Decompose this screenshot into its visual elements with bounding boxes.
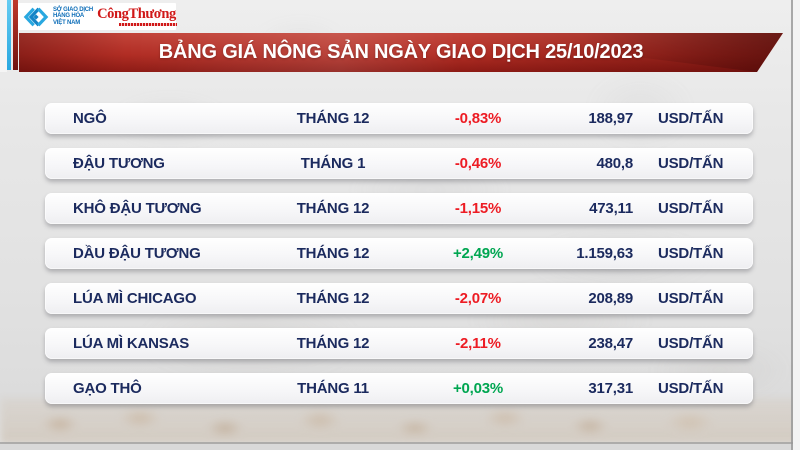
commodity-name: LÚA MÌ CHICAGO <box>73 290 197 307</box>
percent-change: -2,11% <box>455 335 501 352</box>
contract-month: THÁNG 1 <box>300 155 366 172</box>
commodity-name: DẦU ĐẬU TƯƠNG <box>73 245 201 262</box>
price-unit: USD/TẤN <box>658 380 724 397</box>
mxv-logo-line2: HÀNG HÓA <box>53 13 85 20</box>
price-value: 473,11 <box>589 200 633 217</box>
congthuong-newspaper-logo: CôngThương <box>97 6 178 26</box>
page-title: BẢNG GIÁ NÔNG SẢN NGÀY GIAO DỊCH 25/10/2… <box>158 41 644 63</box>
price-value: 317,31 <box>588 380 633 397</box>
price-unit: USD/TẤN <box>658 110 724 127</box>
commodity-name: NGÔ <box>73 110 107 127</box>
mxv-logo-line3: VIỆT NAM <box>53 19 81 26</box>
percent-change: -2,07% <box>454 290 502 307</box>
mxv-exchange-logo: SỞ GIAO DỊCH HÀNG HÓA VIỆT NAM <box>22 6 93 28</box>
price-unit: USD/TẤN <box>658 290 724 307</box>
congthuong-wordmark: CôngThương <box>97 6 176 23</box>
mxv-logo-text: SỞ GIAO DỊCH HÀNG HÓA VIỆT NAM <box>53 7 93 26</box>
price-table: NGÔ THÁNG 12 -0,83% 188,97 USD/TẤN ĐẬU T… <box>45 103 753 418</box>
contract-month: THÁNG 12 <box>296 335 370 352</box>
price-value: 188,97 <box>588 110 633 127</box>
background-grain-photo <box>0 398 800 444</box>
table-row: LÚA MÌ CHICAGO THÁNG 12 -2,07% 208,89 US… <box>45 283 753 314</box>
mxv-chevrons-icon <box>23 7 49 26</box>
right-border-line <box>791 0 793 450</box>
percent-change: +2,49% <box>452 245 504 262</box>
price-value: 208,89 <box>588 290 633 307</box>
mxv-logo-line1: SỞ GIAO DỊCH <box>53 6 94 13</box>
left-accent-stripe-red <box>13 0 18 70</box>
percent-change: +0,03% <box>452 380 504 397</box>
percent-change: -0,46% <box>454 155 502 172</box>
price-value: 1.159,63 <box>576 245 633 262</box>
bottom-margin-strip <box>0 444 800 450</box>
percent-change: -0,83% <box>454 110 502 127</box>
contract-month: THÁNG 12 <box>296 200 370 217</box>
price-unit: USD/TẤN <box>658 200 724 217</box>
commodity-name: LÚA MÌ KANSAS <box>73 335 190 352</box>
price-value: 480,8 <box>596 155 633 172</box>
commodity-name: GẠO THÔ <box>73 380 142 397</box>
table-row: LÚA MÌ KANSAS THÁNG 12 -2,11% 238,47 USD… <box>45 328 753 359</box>
congthuong-tagline-bar <box>119 22 178 26</box>
table-row: ĐẬU TƯƠNG THÁNG 1 -0,46% 480,8 USD/TẤN <box>45 148 753 179</box>
price-unit: USD/TẤN <box>658 155 724 172</box>
table-row: KHÔ ĐẬU TƯƠNG THÁNG 12 -1,15% 473,11 USD… <box>45 193 753 224</box>
contract-month: THÁNG 12 <box>296 245 370 262</box>
contract-month: THÁNG 12 <box>296 290 370 307</box>
price-value: 238,47 <box>588 335 633 352</box>
table-row: DẦU ĐẬU TƯƠNG THÁNG 12 +2,49% 1.159,63 U… <box>45 238 753 269</box>
commodity-name: KHÔ ĐẬU TƯƠNG <box>73 200 202 217</box>
right-margin-strip <box>793 0 800 450</box>
commodity-name: ĐẬU TƯƠNG <box>73 155 165 172</box>
left-margin-strip <box>0 0 7 72</box>
left-accent-stripe-blue <box>7 0 11 70</box>
logo-bar: SỞ GIAO DỊCH HÀNG HÓA VIỆT NAM CôngThươn… <box>18 3 178 30</box>
price-unit: USD/TẤN <box>658 335 724 352</box>
contract-month: THÁNG 11 <box>297 380 369 397</box>
table-row: NGÔ THÁNG 12 -0,83% 188,97 USD/TẤN <box>45 103 753 134</box>
contract-month: THÁNG 12 <box>296 110 370 127</box>
price-unit: USD/TẤN <box>658 245 724 262</box>
title-banner: BẢNG GIÁ NÔNG SẢN NGÀY GIAO DỊCH 25/10/2… <box>19 33 783 72</box>
table-row: GẠO THÔ THÁNG 11 +0,03% 317,31 USD/TẤN <box>45 373 753 404</box>
percent-change: -1,15% <box>454 200 502 217</box>
bottom-border-line <box>0 442 800 444</box>
